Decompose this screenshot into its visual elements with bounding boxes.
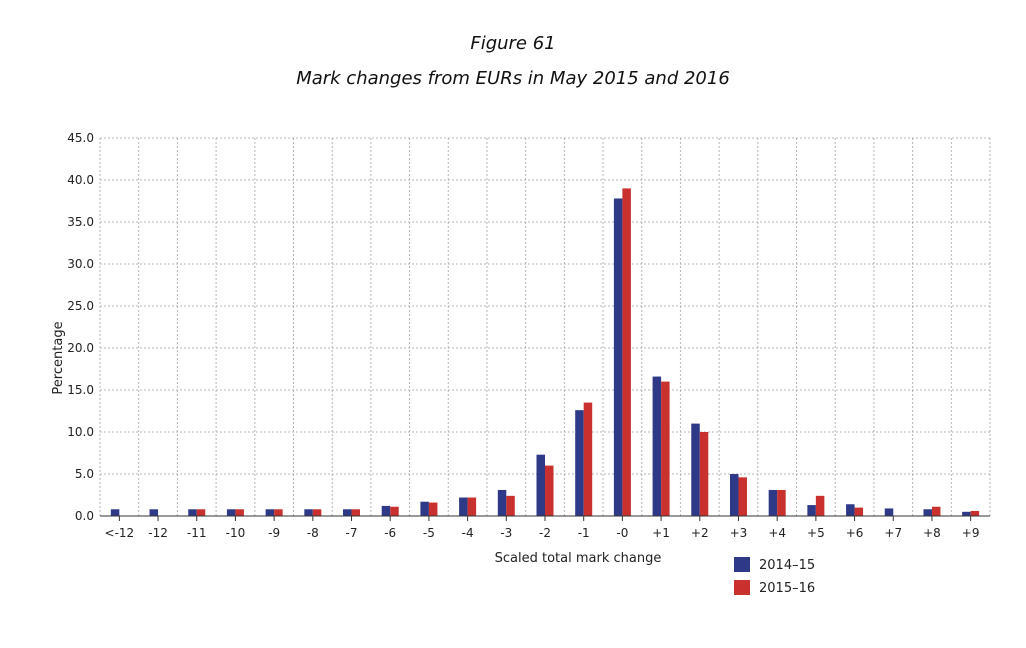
x-tick-label: -2 [539,526,551,540]
bar-2014-15 [459,497,468,516]
bar-2014-15 [420,501,429,516]
bar-2015-16 [854,507,864,516]
x-tick-label: -6 [384,526,396,540]
x-tick-label: +4 [768,526,786,540]
y-tick-label: 5.0 [75,467,94,481]
x-tick-label: +9 [962,526,980,540]
bar-2014-15 [962,511,971,516]
x-tick-label: -7 [346,526,358,540]
bar-2014-15 [691,423,700,516]
bar-2014-15 [575,410,584,516]
figure-caption: Mark changes from EURs in May 2015 and 2… [296,68,730,89]
x-tick-label: -11 [187,526,207,540]
bar-2015-16 [661,381,670,516]
bar-2015-16 [738,477,747,516]
y-axis-title: Percentage [51,321,66,394]
x-tick-label: -3 [500,526,512,540]
bar-2014-15 [846,504,855,516]
bar-2015-16 [506,495,515,516]
bar-2014-15 [226,509,236,516]
bar-2015-16 [274,509,283,516]
bar-2014-15 [536,454,545,516]
bar-2014-15 [729,474,739,516]
y-tick-label: 45.0 [67,131,94,145]
bar-2015-16 [428,502,438,516]
bar-2015-16 [931,506,941,516]
x-tick-label: +2 [691,526,709,540]
bar-2014-15 [613,198,623,517]
x-axis-title: Scaled total mark change [495,551,662,566]
bar-2014-15 [381,505,391,516]
bar-2015-16 [583,402,593,516]
y-tick-label: 20.0 [67,341,94,355]
bar-2014-15 [768,489,778,516]
bar-2015-16 [235,509,244,516]
y-tick-label: 35.0 [67,215,94,229]
x-tick-label: -12 [148,526,168,540]
bar-2014-15 [149,509,159,516]
x-tick-label: +7 [884,526,902,540]
figure-label: Figure 61 [470,33,556,54]
bar-2014-15 [188,509,197,516]
x-axis-ticks: <-12 -12 -11 -10 -9 -8 -7 -6 -5 -4 -3 -2 -1 -0 +1 +2 +3 +… [105,516,980,540]
y-tick-label: 30.0 [67,257,94,271]
bar-2014-15 [343,509,352,516]
x-tick-label: <-12 [105,526,135,540]
x-tick-label: +8 [923,526,941,540]
gridlines [99,137,991,516]
bar-2014-15 [807,505,816,516]
y-axis-ticks: 0.0 5.0 10.0 15.0 20.0 25.0 30.0 35.0 40.0 45.0 [67,131,94,523]
bar-2015-16 [196,509,206,516]
legend-label-2015-16: 2015–16 [759,581,815,596]
x-tick-label: -1 [578,526,590,540]
x-tick-label: +6 [846,526,864,540]
legend-swatch-2015-16 [734,580,750,595]
legend-label-2014-15: 2014–15 [759,558,815,573]
bar-2015-16 [970,510,980,516]
x-tick-label: -0 [616,526,628,540]
bar-2015-16 [777,489,786,516]
bar-2014-15 [923,509,932,516]
x-tick-label: -8 [307,526,319,540]
legend: 2014–15 2015–16 [734,557,815,596]
bar-2014-15 [265,509,275,516]
y-tick-label: 40.0 [67,173,94,187]
x-tick-label: +5 [807,526,825,540]
bar-2014-15 [884,508,894,516]
bar-2014-15 [497,489,507,516]
x-tick-label: -4 [462,526,474,540]
y-tick-label: 15.0 [67,383,94,397]
bar-2015-16 [351,509,361,516]
bar-2014-15 [110,509,120,516]
y-tick-label: 0.0 [75,509,94,523]
x-tick-label: -9 [268,526,280,540]
x-tick-label: -10 [226,526,246,540]
bars [110,188,980,517]
bar-2015-16 [390,506,399,516]
x-tick-label: -5 [423,526,435,540]
bar-2014-15 [304,509,313,516]
bar-2015-16 [699,432,709,516]
bar-2015-16 [815,495,825,516]
y-tick-label: 10.0 [67,425,94,439]
x-tick-label: +3 [730,526,748,540]
bar-2015-16 [545,465,554,516]
bar-2014-15 [652,376,662,516]
x-tick-label: +1 [652,526,670,540]
y-tick-label: 25.0 [67,299,94,313]
bar-2015-16 [312,509,322,516]
bar-2015-16 [467,497,477,516]
bar-2015-16 [622,188,631,516]
legend-swatch-2014-15 [734,557,750,572]
